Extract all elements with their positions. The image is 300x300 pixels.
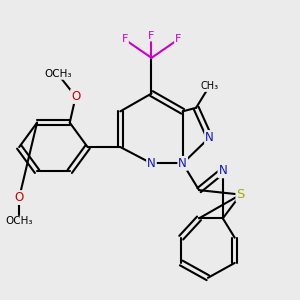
Text: F: F	[148, 31, 155, 40]
Text: N: N	[147, 157, 156, 170]
Text: F: F	[175, 34, 181, 44]
Text: N: N	[178, 157, 187, 170]
Text: CH₃: CH₃	[200, 81, 218, 91]
Text: OCH₃: OCH₃	[5, 216, 33, 226]
Text: O: O	[71, 90, 80, 103]
Text: S: S	[236, 188, 245, 201]
Text: O: O	[15, 191, 24, 204]
Text: F: F	[122, 34, 128, 44]
Text: N: N	[218, 164, 227, 177]
Text: OCH₃: OCH₃	[44, 69, 72, 79]
Text: N: N	[205, 131, 214, 144]
